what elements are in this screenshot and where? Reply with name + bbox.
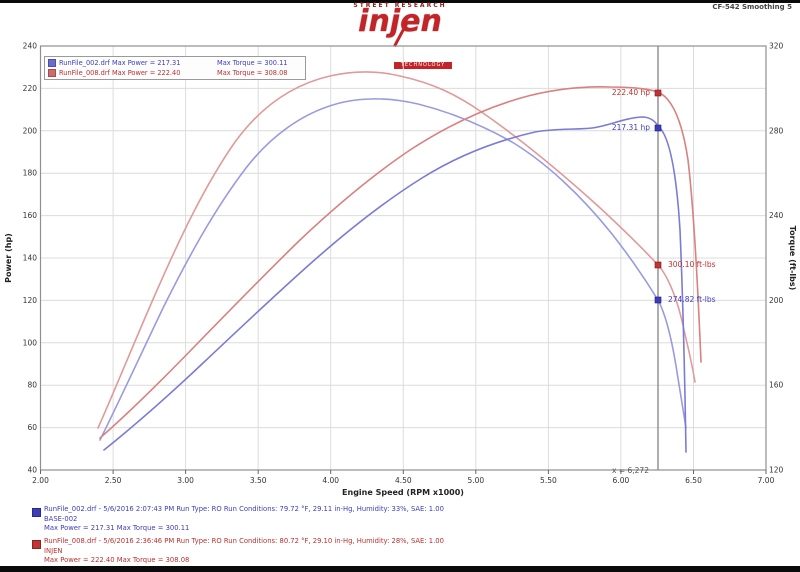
y-tick-right: 200 bbox=[769, 296, 784, 305]
cursor-power-red-label: 222.40 hp bbox=[611, 88, 650, 97]
footer-swatch-blue-icon bbox=[32, 508, 41, 517]
logo-street-research-text: STREET RESEARCH bbox=[353, 2, 447, 9]
y-tick-left: 120 bbox=[23, 296, 38, 305]
x-tick: 6.50 bbox=[685, 476, 702, 485]
y-tick-left: 200 bbox=[23, 126, 38, 135]
y-axis-left-title: Power (hp) bbox=[4, 233, 13, 283]
y-tick-left: 80 bbox=[27, 381, 37, 390]
x-tick: 3.00 bbox=[177, 476, 194, 485]
grid-lines bbox=[40, 45, 766, 470]
x-axis-title: Engine Speed (RPM x1000) bbox=[342, 488, 464, 497]
legend-blue-name-power: RunFile_002.drf Max Power = 217.31 bbox=[59, 59, 181, 67]
x-tick: 7.00 bbox=[758, 476, 775, 485]
y-tick-right: 280 bbox=[769, 126, 784, 135]
legend-blue-torque: Max Torque = 300.11 bbox=[217, 59, 288, 67]
footer-red-line3: Max Power = 222.40 Max Torque = 308.08 bbox=[44, 556, 190, 564]
y-tick-left: 220 bbox=[23, 84, 38, 93]
y-tick-left: 100 bbox=[23, 338, 38, 347]
x-tick: 5.50 bbox=[540, 476, 557, 485]
y-tick-left: 60 bbox=[27, 423, 37, 432]
cursor-torque-blue-label: 274.82 ft-lbs bbox=[668, 295, 716, 304]
x-axis-ticks bbox=[40, 470, 767, 474]
x-tick: 6.00 bbox=[613, 476, 630, 485]
footer-blue-line2: BASE-002 bbox=[44, 514, 78, 523]
x-tick: 2.50 bbox=[105, 476, 122, 485]
footer-swatch-red-icon bbox=[32, 540, 41, 549]
legend-swatch-red-icon bbox=[48, 69, 56, 77]
y-tick-right: 240 bbox=[769, 211, 784, 220]
curve-torque-red-runfile008 bbox=[97, 71, 696, 429]
y-tick-left: 160 bbox=[23, 211, 38, 220]
legend-row-red[interactable]: RunFile_008.drf Max Power = 222.40 Max T… bbox=[48, 68, 302, 78]
curve-torque-blue-runfile002 bbox=[99, 98, 687, 441]
curve-power-red-runfile008 bbox=[99, 86, 702, 439]
logo-technology-band: TECHNOLOGY bbox=[393, 62, 453, 69]
footer-blue-line3: Max Power = 217.31 Max Torque = 300.11 bbox=[44, 524, 190, 532]
y-axis-right-labels: 320 280 240 200 160 120 bbox=[769, 42, 784, 475]
footer-blue-line1: RunFile_002.drf - 5/6/2016 2:07:43 PM Ru… bbox=[44, 505, 444, 513]
y-tick-right: 120 bbox=[769, 466, 784, 475]
x-tick: 3.50 bbox=[250, 476, 267, 485]
x-tick: 2.00 bbox=[32, 476, 49, 485]
y-axis-left-labels: 240 220 200 180 160 140 120 100 80 60 40 bbox=[23, 42, 38, 475]
legend-row-blue[interactable]: RunFile_002.drf Max Power = 217.31 Max T… bbox=[48, 58, 302, 68]
x-tick: 5.00 bbox=[467, 476, 484, 485]
marker-power-blue[interactable] bbox=[654, 124, 662, 132]
y-tick-left: 180 bbox=[23, 169, 38, 178]
legend-red-torque: Max Torque = 308.08 bbox=[217, 69, 288, 77]
cursor-torque-red-label: 300.10 ft-lbs bbox=[668, 260, 716, 269]
x-tick: 4.50 bbox=[395, 476, 412, 485]
footer-run-red: RunFile_008.drf - 5/6/2016 2:36:46 PM Ru… bbox=[44, 537, 764, 566]
y-tick-left: 40 bbox=[27, 466, 37, 475]
cursor-rpm-readout: x = 6,272 bbox=[612, 466, 649, 475]
footer-run-blue: RunFile_002.drf - 5/6/2016 2:07:43 PM Ru… bbox=[44, 505, 764, 534]
y-axis-right-title: Torque (ft-lbs) bbox=[788, 226, 797, 291]
y-tick-left: 140 bbox=[23, 254, 38, 263]
run-legend[interactable]: RunFile_002.drf Max Power = 217.31 Max T… bbox=[44, 56, 306, 80]
top-letterbox-bar bbox=[0, 0, 800, 3]
footer-red-line2: INJEN bbox=[44, 546, 63, 555]
curve-power-blue-runfile002 bbox=[103, 116, 687, 453]
cursor-power-blue-label: 217.31 hp bbox=[611, 123, 650, 132]
y-tick-left: 240 bbox=[23, 42, 38, 51]
x-axis-labels: 2.00 2.50 3.00 3.50 4.00 4.50 5.00 5.50 … bbox=[32, 476, 774, 485]
file-smoothing-info: CF-542 Smoothing 5 bbox=[712, 3, 792, 11]
bottom-letterbox-bar bbox=[0, 566, 800, 572]
x-tick: 4.00 bbox=[322, 476, 339, 485]
footer-red-line1: RunFile_008.drf - 5/6/2016 2:36:46 PM Ru… bbox=[44, 537, 444, 545]
legend-swatch-blue-icon bbox=[48, 59, 56, 67]
y-tick-right: 320 bbox=[769, 42, 784, 51]
legend-red-name-power: RunFile_008.drf Max Power = 222.40 bbox=[59, 69, 181, 77]
marker-power-red[interactable] bbox=[654, 89, 662, 97]
y-tick-right: 160 bbox=[769, 381, 784, 390]
marker-torque-red[interactable] bbox=[654, 261, 662, 269]
marker-torque-blue[interactable] bbox=[654, 296, 662, 304]
